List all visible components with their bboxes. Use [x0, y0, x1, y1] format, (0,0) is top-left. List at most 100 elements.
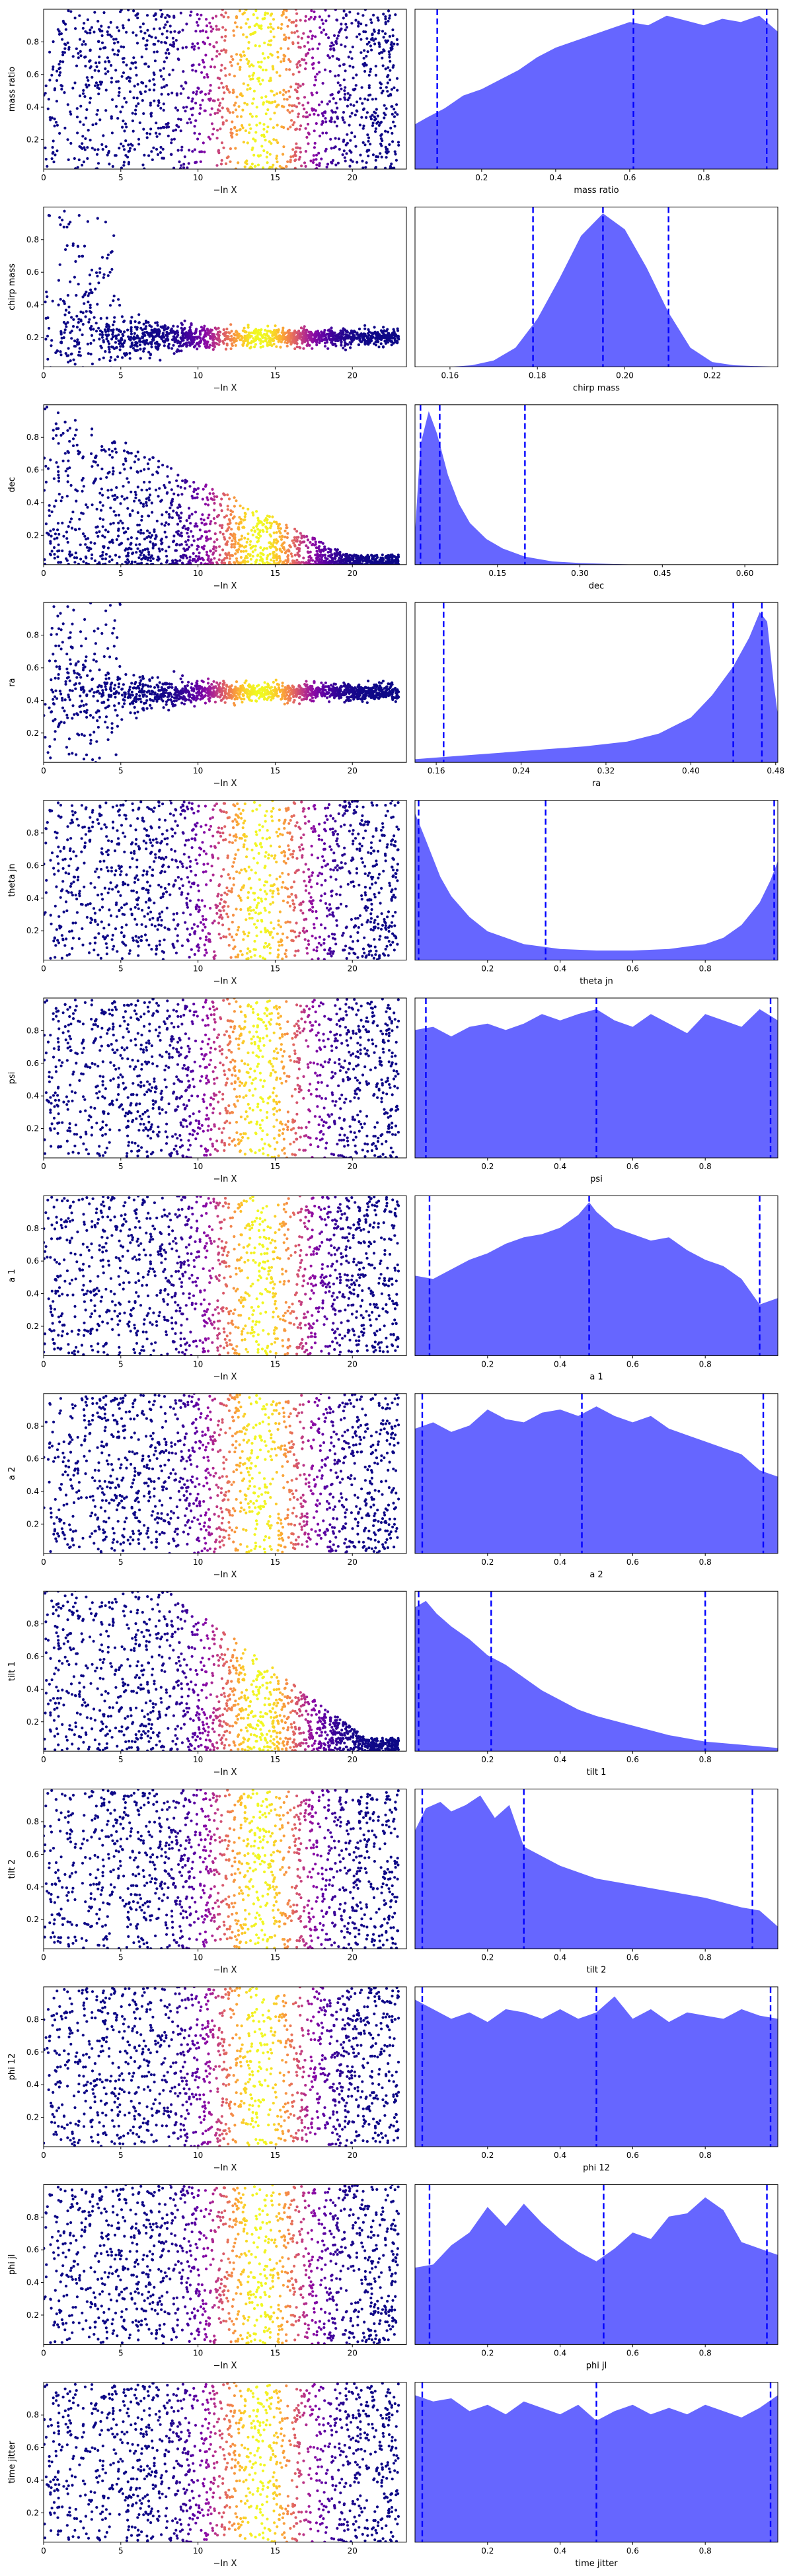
scatter-points — [44, 209, 400, 367]
scatter-point — [237, 542, 240, 545]
scatter-point — [324, 131, 328, 135]
scatter-point — [366, 98, 369, 102]
scatter-point — [186, 526, 190, 530]
scatter-point — [106, 546, 110, 550]
scatter-point — [69, 517, 73, 520]
scatter-point — [332, 696, 336, 699]
scatter-point — [272, 531, 276, 534]
scatter-point — [82, 161, 85, 164]
scatter-point — [180, 344, 183, 347]
scatter-point — [69, 520, 72, 524]
scatter-point — [139, 679, 143, 682]
scatter-point — [307, 133, 311, 136]
scatter-point — [324, 9, 327, 12]
scatter-point — [266, 521, 269, 524]
scatter-point — [345, 334, 348, 337]
scatter-point — [63, 721, 66, 725]
scatter-point — [111, 98, 114, 101]
scatter-point — [79, 54, 83, 57]
scatter-point — [104, 553, 108, 556]
scatter-point — [67, 451, 70, 454]
scatter-point — [388, 334, 391, 337]
scatter-point — [161, 541, 164, 544]
scatter-point — [57, 561, 60, 564]
scatter-point — [286, 557, 289, 561]
scatter-point — [44, 94, 46, 97]
scatter-point — [117, 521, 120, 524]
scatter-point — [321, 542, 324, 545]
x-tick-label: 20 — [348, 173, 358, 182]
scatter-point — [278, 164, 282, 168]
scatter-point — [267, 26, 270, 29]
scatter-point — [54, 532, 57, 536]
scatter-point — [344, 86, 347, 89]
scatter-point — [276, 50, 280, 54]
scatter-point — [365, 111, 369, 114]
scatter-point — [252, 545, 255, 548]
scatter-point — [318, 42, 321, 46]
x-tick-label: 0 — [41, 569, 46, 578]
scatter-point — [144, 684, 147, 687]
scatter-point — [74, 27, 77, 30]
scatter-point — [359, 554, 363, 557]
scatter-point — [148, 480, 151, 483]
scatter-point — [97, 69, 100, 73]
scatter-point — [317, 114, 320, 117]
scatter-point — [288, 95, 291, 98]
scatter-point — [299, 85, 302, 88]
scatter-point — [367, 155, 370, 158]
scatter-point — [77, 353, 81, 357]
scatter-point — [351, 160, 354, 163]
scatter-point — [73, 363, 77, 366]
scatter-point — [312, 334, 315, 337]
scatter-point — [59, 71, 62, 74]
scatter-point — [266, 343, 269, 347]
scatter-point — [89, 96, 92, 100]
scatter-point — [78, 94, 82, 98]
scatter-point — [98, 267, 102, 270]
scatter-point — [241, 561, 245, 564]
scatter-point — [159, 336, 163, 339]
scatter-point — [239, 550, 243, 553]
scatter-point — [123, 339, 126, 343]
scatter-point — [387, 9, 391, 13]
scatter-point — [219, 503, 222, 506]
x-tick-label: 0.6 — [623, 173, 636, 182]
scatter-point — [221, 116, 224, 119]
scatter-point — [250, 528, 253, 532]
scatter-point — [110, 63, 113, 67]
scatter-point — [169, 329, 172, 332]
scatter-point — [123, 468, 126, 471]
scatter-point — [119, 110, 122, 114]
scatter-point — [132, 96, 135, 100]
scatter-point — [126, 558, 130, 561]
scatter-point — [168, 481, 171, 484]
scatter-point — [170, 44, 174, 48]
scatter-point — [98, 271, 102, 274]
scatter-point — [159, 359, 162, 362]
scatter-point — [73, 419, 77, 422]
scatter-point — [383, 116, 386, 120]
scatter-point — [137, 556, 141, 559]
scatter-point — [396, 341, 399, 345]
scatter-point — [138, 550, 141, 553]
scatter-point — [182, 162, 186, 166]
scatter-point — [304, 150, 307, 153]
scatter-point — [108, 560, 111, 563]
scatter-point — [332, 342, 335, 345]
scatter-point — [366, 50, 369, 54]
scatter-point — [101, 525, 104, 528]
scatter-point — [264, 11, 267, 15]
scatter-point — [143, 331, 146, 334]
scatter-point — [194, 102, 198, 105]
scatter-point — [372, 39, 375, 42]
scatter-point — [298, 345, 301, 349]
scatter-point — [135, 328, 139, 331]
scatter-point — [175, 562, 178, 565]
scatter-point — [81, 322, 85, 326]
scatter-point — [344, 28, 347, 32]
scatter-point — [52, 139, 55, 143]
scatter-point — [156, 324, 159, 327]
